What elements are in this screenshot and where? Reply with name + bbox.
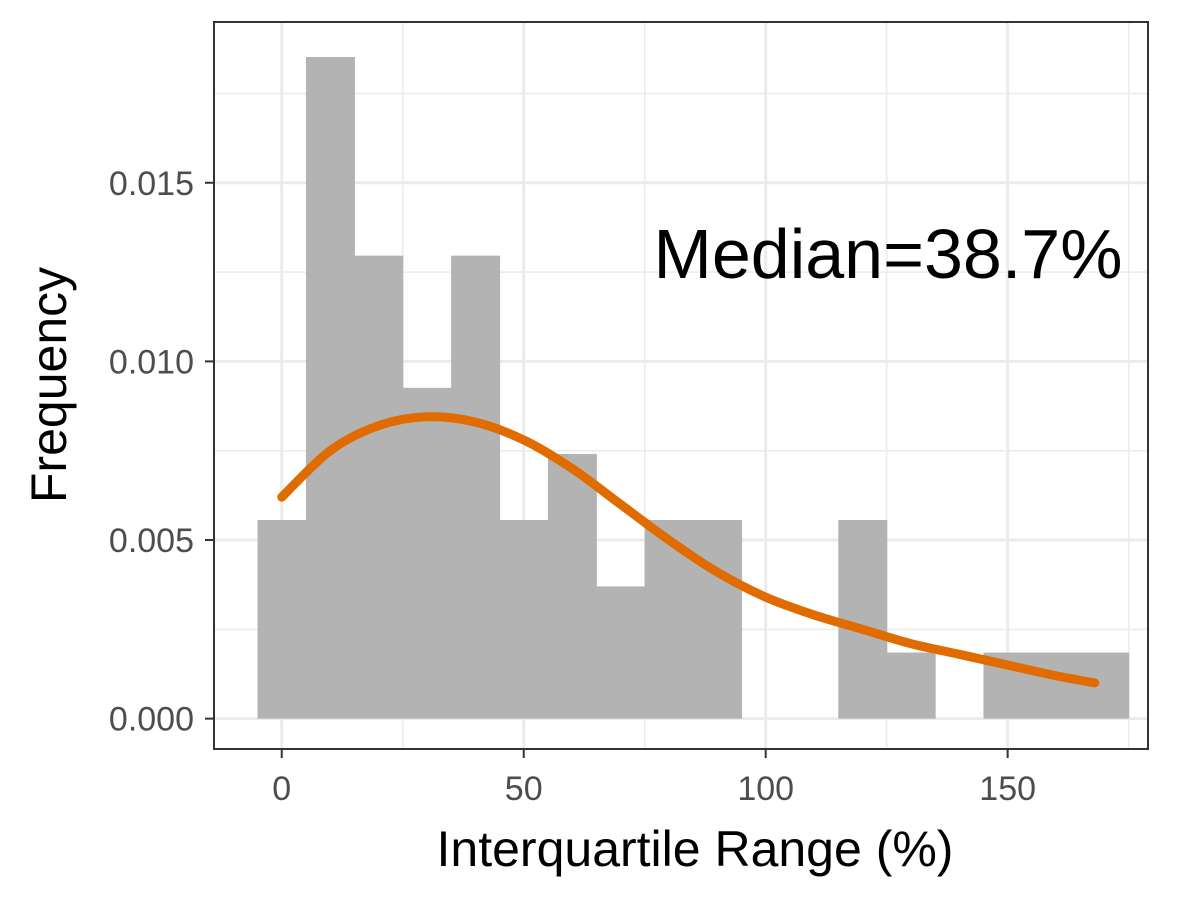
y-axis-ticks: 0.000 0.005 0.010 0.015 [109,165,214,739]
histogram-bar [305,57,355,719]
panel-border [213,21,1149,750]
histogram-bar [547,453,597,719]
x-tick-label: 100 [737,770,794,808]
x-tick-label: 50 [505,770,543,808]
median-annotation: Median=38.7% [654,215,1123,293]
y-axis-title: Frequency [21,267,77,503]
x-axis-title: Interquartile Range (%) [437,821,954,877]
histogram-bar [693,520,743,719]
y-tick-label: 0.010 [109,343,194,381]
histogram-bar [354,255,404,719]
histogram-bar [886,652,936,719]
x-tick-label: 0 [272,770,291,808]
x-tick-label: 150 [979,770,1036,808]
histogram-bar [838,520,888,719]
histogram-bars [257,57,1130,719]
density-curve [277,412,1100,688]
y-tick-label: 0.015 [109,165,194,203]
histogram-bar [596,586,646,719]
histogram-bar [499,520,549,719]
histogram-bar [257,520,307,719]
y-tick-label: 0.005 [109,522,194,560]
minor-grid [214,22,1148,749]
histogram-bar [451,255,501,719]
histogram-bar [1031,652,1081,719]
histogram-bar [402,387,452,719]
x-axis-ticks: 0 50 100 150 [272,749,1036,808]
y-tick-label: 0.000 [109,701,194,739]
